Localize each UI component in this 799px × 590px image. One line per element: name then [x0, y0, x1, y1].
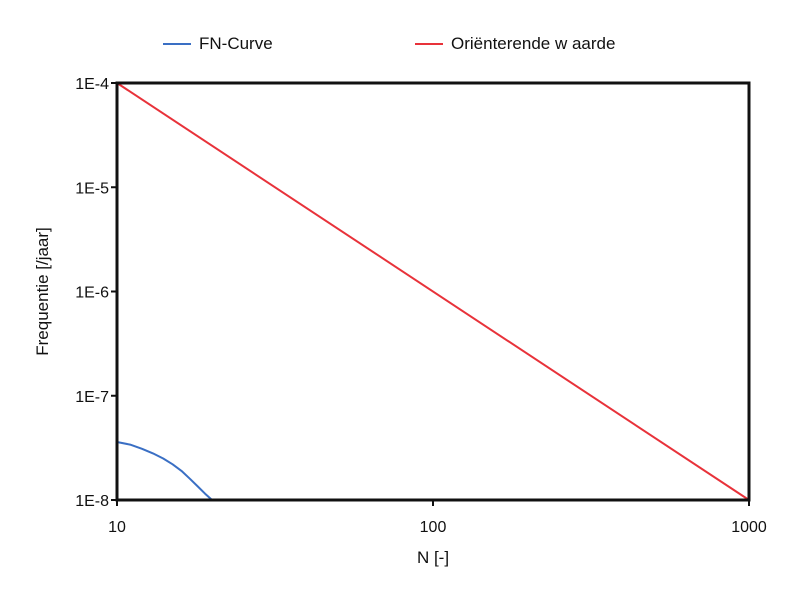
legend-item-orienterende-waarde: Oriënterende w aarde: [415, 34, 615, 54]
y-axis-title: Frequentie [/jaar]: [33, 227, 52, 356]
legend-swatch-orienterende-waarde: [415, 43, 443, 45]
y-tick-label: 1E-8: [75, 493, 109, 510]
legend-label-orienterende-waarde: Oriënterende w aarde: [451, 34, 616, 53]
series-line-0: [116, 441, 213, 501]
y-tick-label: 1E-7: [75, 389, 109, 406]
legend-label-fn-curve: FN-Curve: [199, 34, 273, 53]
y-tick-label: 1E-4: [75, 76, 109, 93]
x-tick-label: 100: [420, 519, 447, 536]
y-tick-label: 1E-5: [75, 180, 109, 197]
legend-item-fn-curve: FN-Curve: [163, 34, 273, 54]
x-axis-title: N [-]: [417, 548, 449, 567]
series-line-1: [116, 82, 750, 501]
axis-ticks: 1E-8 1E-7 1E-6 1E-5 1E-4 10 100 1000: [75, 76, 767, 536]
x-tick-label: 1000: [731, 519, 767, 536]
x-tick-label: 10: [108, 519, 126, 536]
plot-layer: [116, 82, 750, 501]
chart-legend: FN-Curve Oriënterende w aarde: [0, 34, 799, 58]
y-tick-label: 1E-6: [75, 285, 109, 302]
legend-swatch-fn-curve: [163, 43, 191, 45]
